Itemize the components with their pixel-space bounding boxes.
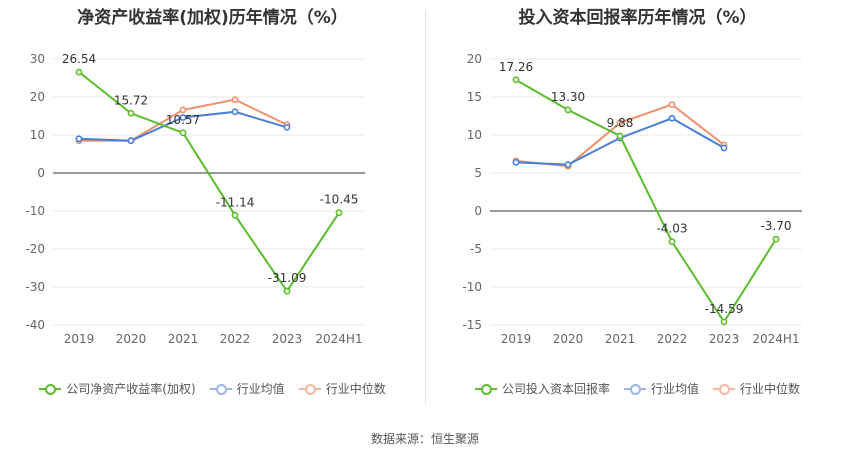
legend-label: 行业中位数 xyxy=(740,382,801,396)
x-tick-label: 2020 xyxy=(116,332,147,346)
legend-label: 公司投入资本回报率 xyxy=(501,382,610,396)
series-line-0 xyxy=(515,78,777,324)
data-point xyxy=(668,114,676,122)
data-point xyxy=(564,106,572,114)
legend-item-industry-mean[interactable]: 行业均值 xyxy=(209,380,285,397)
legend-label: 行业均值 xyxy=(236,382,285,396)
data-label: -10.45 xyxy=(320,193,359,207)
legend-item-industry-median[interactable]: 行业中位数 xyxy=(298,380,386,397)
data-point xyxy=(616,132,624,140)
x-tick-label: 2021 xyxy=(605,332,636,346)
data-point xyxy=(616,119,624,127)
x-tick-label: 2019 xyxy=(501,332,532,346)
x-tick-label: 2023 xyxy=(272,332,303,346)
legend-item-industry-mean[interactable]: 行业均值 xyxy=(623,380,699,397)
legend-label: 行业中位数 xyxy=(325,382,386,396)
data-point xyxy=(75,135,83,143)
y-tick-label: 20 xyxy=(467,52,482,66)
data-point xyxy=(231,108,239,116)
legend-marker-icon xyxy=(474,383,497,395)
data-label: -4.03 xyxy=(656,222,687,236)
y-tick-label: -20 xyxy=(25,242,45,256)
data-point xyxy=(283,287,291,295)
x-tick-label: 2022 xyxy=(220,332,251,346)
data-point xyxy=(512,158,520,166)
data-point xyxy=(668,238,676,246)
data-label: 15.72 xyxy=(114,93,148,107)
y-tick-label: -10 xyxy=(25,204,45,218)
y-tick-label: -5 xyxy=(470,242,482,256)
data-label: -14.59 xyxy=(705,302,744,316)
data-point xyxy=(720,318,728,326)
y-tick-label: 20 xyxy=(30,90,45,104)
chart-title: 投入资本回报率历年情况（%） xyxy=(518,8,757,28)
legend-label: 行业均值 xyxy=(650,382,699,396)
legend-marker-icon xyxy=(39,383,62,395)
x-tick-label: 2023 xyxy=(709,332,740,346)
data-point xyxy=(179,129,187,137)
x-tick-label: 2024H1 xyxy=(752,332,799,346)
y-tick-label: 0 xyxy=(37,166,45,180)
chart-legend: 公司投入资本回报率 行业均值 行业中位数 xyxy=(425,380,850,397)
data-point xyxy=(75,68,83,76)
data-point xyxy=(720,144,728,152)
data-point xyxy=(179,114,187,121)
x-tick-label: 2022 xyxy=(657,332,688,346)
legend-label: 公司净资产收益率(加权) xyxy=(66,382,196,396)
data-label: 9.88 xyxy=(607,116,634,130)
x-tick-label: 2021 xyxy=(168,332,199,346)
y-tick-label: 5 xyxy=(474,166,482,180)
legend-item-company-roic[interactable]: 公司投入资本回报率 xyxy=(474,380,610,397)
data-point xyxy=(127,137,135,145)
data-label: 26.54 xyxy=(62,52,96,66)
data-point xyxy=(179,106,187,114)
chart-title: 净资产收益率(加权)历年情况（%） xyxy=(77,8,348,28)
roe-chart-panel: 净资产收益率(加权)历年情况（%） 30 20 10 0 -10 -20 -30 -40 201… xyxy=(0,0,425,415)
data-point xyxy=(564,161,572,169)
data-source-note: 数据来源：恒生聚源 xyxy=(370,432,479,446)
data-point xyxy=(127,109,135,117)
data-label: -11.14 xyxy=(216,195,255,209)
data-point xyxy=(283,124,291,131)
y-tick-label: 10 xyxy=(467,128,482,142)
roic-chart-panel: 投入资本回报率历年情况（%） 20 15 10 5 0 -5 -10 -15 2019 2020 2… xyxy=(425,0,850,415)
data-point xyxy=(335,209,343,217)
y-tick-label: -10 xyxy=(462,280,482,294)
data-point xyxy=(668,101,676,108)
chart-legend: 公司净资产收益率(加权) 行业均值 行业中位数 xyxy=(0,380,425,397)
data-label: -3.70 xyxy=(760,219,791,233)
data-point xyxy=(231,211,239,219)
y-tick-label: 30 xyxy=(30,52,45,66)
y-tick-label: -40 xyxy=(25,318,45,332)
y-tick-label: 15 xyxy=(467,90,482,104)
legend-marker-icon xyxy=(713,383,735,395)
data-label: 17.26 xyxy=(499,60,533,74)
y-tick-label: -30 xyxy=(25,280,45,294)
data-point xyxy=(772,235,780,243)
panel-divider xyxy=(425,10,426,405)
y-tick-label: 0 xyxy=(474,204,482,218)
legend-marker-icon xyxy=(298,383,321,395)
y-tick-label: -15 xyxy=(462,318,482,332)
x-tick-label: 2019 xyxy=(64,332,95,346)
data-point xyxy=(512,76,520,84)
data-label: 13.30 xyxy=(551,90,585,104)
roe-chart-plot: 30 20 10 0 -10 -20 -30 -40 2019 2020 2021 2022 2023 2… xyxy=(25,52,365,346)
data-label: -31.09 xyxy=(268,271,307,285)
legend-item-company-roe[interactable]: 公司净资产收益率(加权) xyxy=(39,380,196,397)
data-point xyxy=(231,96,239,104)
legend-item-industry-median[interactable]: 行业中位数 xyxy=(713,380,800,397)
legend-marker-icon xyxy=(623,383,646,395)
roic-chart-plot: 20 15 10 5 0 -5 -10 -15 2019 2020 2021 2022 2023 2024… xyxy=(462,52,802,346)
legend-marker-icon xyxy=(209,383,232,395)
y-tick-label: 10 xyxy=(30,128,45,142)
x-tick-label: 2024H1 xyxy=(315,332,362,346)
x-tick-label: 2020 xyxy=(553,332,584,346)
data-label: 10.57 xyxy=(166,113,200,127)
series-line-0 xyxy=(78,71,340,293)
